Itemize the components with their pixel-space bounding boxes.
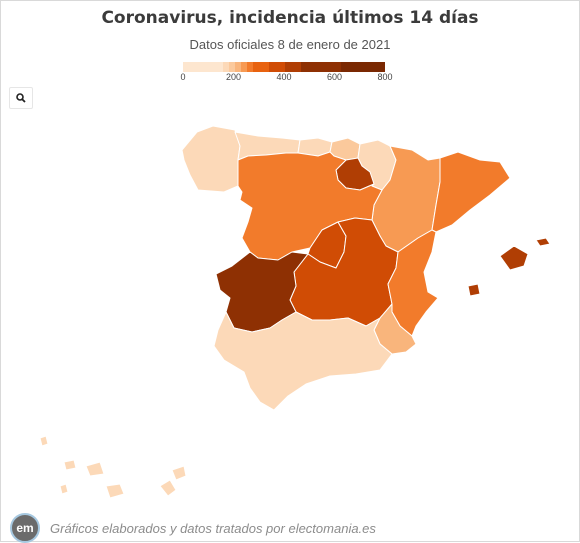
legend-tick-label: 200: [225, 72, 242, 82]
legend-swatch: [269, 62, 285, 72]
region-comunidad-valenciana[interactable]: Comunidad Valenciana: [387, 229, 439, 337]
legend-swatch: [229, 62, 235, 72]
legend-tick-label: 800: [377, 72, 393, 82]
legend-swatch: [247, 62, 253, 72]
region-andalucia[interactable]: Andalucía: [213, 311, 393, 411]
zoom-button[interactable]: [9, 87, 33, 109]
chart-title: Coronavirus, incidencia últimos 14 días: [101, 8, 479, 28]
region-castilla-y-leon[interactable]: Castilla y León: [237, 151, 383, 261]
chart-subtitle: Datos oficiales 8 de enero de 2021: [189, 37, 391, 52]
region-galicia[interactable]: Galicia: [181, 125, 241, 193]
legend-tick-label: 600: [326, 72, 343, 82]
region-canarias[interactable]: Canarias: [39, 435, 187, 499]
legend-swatch: [341, 62, 385, 72]
footer: em Gráficos elaborados y datos tratados …: [10, 513, 376, 543]
legend-swatch: [235, 62, 241, 72]
legend-swatch: [183, 62, 223, 72]
legend-ticks: 0 200 400 600 800: [180, 72, 392, 88]
legend-tick-label: 400: [276, 72, 292, 82]
legend-tick-label: 0: [180, 72, 186, 82]
footer-credit: Gráficos elaborados y datos tratados por…: [50, 520, 376, 536]
legend-swatch: [253, 62, 269, 72]
region-cataluna[interactable]: Cataluña: [431, 151, 511, 233]
region-islas-baleares[interactable]: Islas Baleares: [467, 237, 551, 297]
legend-swatch: [301, 62, 341, 72]
color-legend: [183, 62, 385, 72]
search-icon: [16, 93, 26, 103]
spain-choropleth-map: Galicia Asturias Cantabria País Vasco Na…: [39, 125, 551, 499]
legend-swatch: [223, 62, 229, 72]
legend-swatch: [241, 62, 247, 72]
electomania-logo: em: [10, 513, 40, 543]
legend-swatch: [285, 62, 301, 72]
